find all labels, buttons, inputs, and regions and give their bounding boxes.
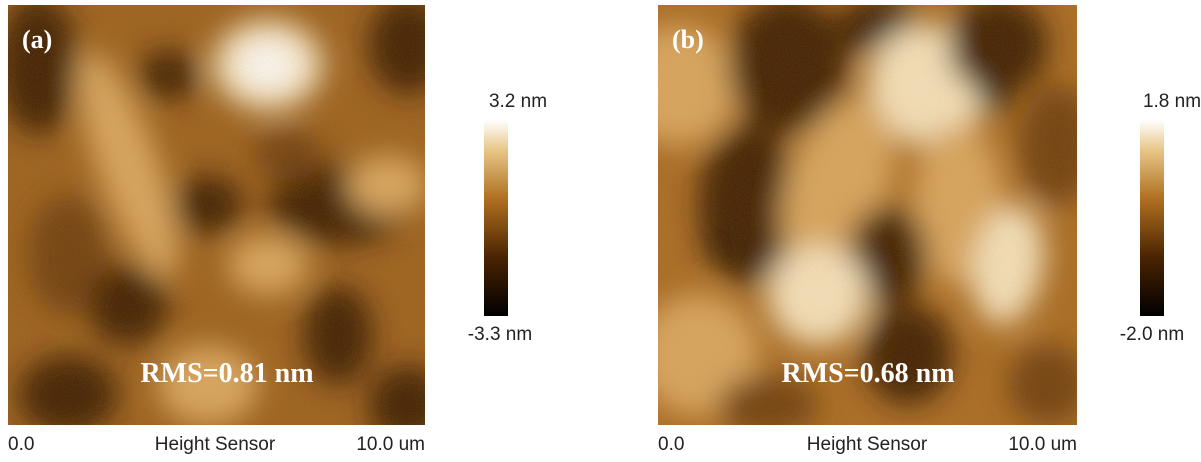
rms-label: RMS=0.68 nm xyxy=(781,358,954,389)
axis-end: 10.0 um xyxy=(356,434,425,455)
axis-title: Height Sensor xyxy=(155,434,276,455)
scale-min: -3.3 nm xyxy=(468,324,532,345)
colorbar xyxy=(484,120,508,316)
scale-max: 1.8 nm xyxy=(1143,91,1201,112)
afm-image xyxy=(8,5,425,425)
colorbar xyxy=(1140,120,1164,316)
panel-label: (a) xyxy=(22,25,52,54)
rms-label: RMS=0.81 nm xyxy=(140,358,313,389)
axis-title: Height Sensor xyxy=(807,434,928,455)
scale-max: 3.2 nm xyxy=(489,91,547,112)
scale-min: -2.0 nm xyxy=(1120,324,1184,345)
axis-end: 10.0 um xyxy=(1008,434,1077,455)
afm-image xyxy=(658,5,1077,425)
axis-start: 0.0 xyxy=(8,434,34,455)
noise xyxy=(658,5,1077,425)
axis-start: 0.0 xyxy=(658,434,684,455)
noise xyxy=(8,5,425,425)
panel-label: (b) xyxy=(672,25,704,54)
